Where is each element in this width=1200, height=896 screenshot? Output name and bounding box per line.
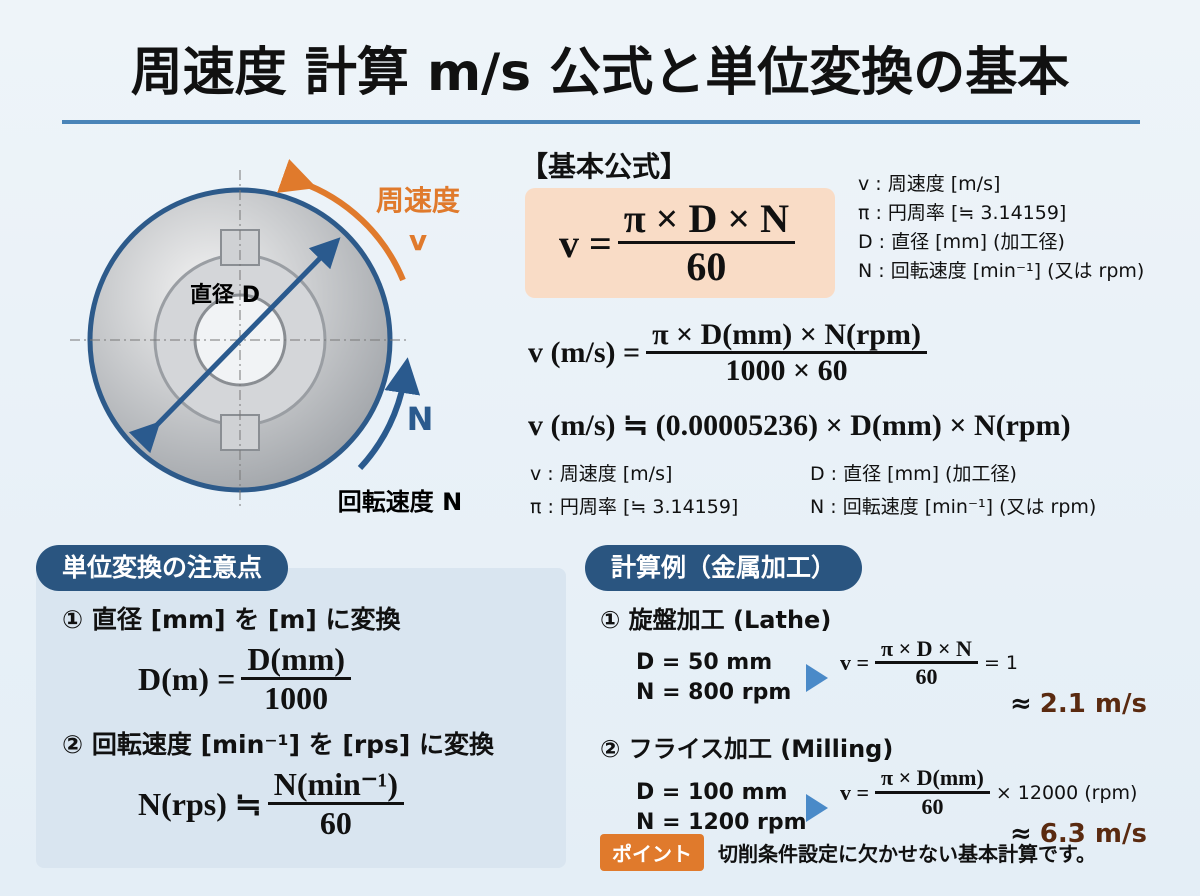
numerator: π × D(mm): [875, 766, 990, 794]
param: D = 50 mm: [636, 650, 773, 676]
result: 2.1 m/s: [1039, 689, 1147, 720]
numerator: π × D × N: [617, 196, 796, 244]
result-line: ≈6.3 m/s: [1010, 819, 1147, 849]
example-formula: v = π × D(mm) 60 × 12000 (rpm) ≈6.3 m/s: [840, 766, 1147, 849]
main-formula: v = π × D × N 60: [525, 188, 835, 298]
speed-symbol: v: [409, 224, 427, 257]
legend-item: π : 円周率 [≒ 3.14159]: [530, 496, 739, 518]
approx: ≈: [1010, 689, 1032, 720]
symbol-legend-2: v : 周速度 [m/s] D : 直径 [mm] (加工径) π : 円周率 [≒…: [530, 458, 1180, 524]
fraction: π × D × N 60: [875, 636, 978, 690]
numerator: π × D(mm) × N(rpm): [646, 318, 927, 354]
denominator: 60: [686, 243, 727, 289]
approx: ≈: [1010, 818, 1032, 849]
formula-line: v = π × D(mm) 60 × 12000 (rpm): [840, 766, 1147, 819]
formula-line: v = π × D × N 60 = 1: [840, 636, 1147, 690]
numerator: N(min⁻¹): [267, 766, 404, 806]
units-panel: [36, 568, 566, 868]
legend-item: N : 回転速度 [min⁻¹] (又は rpm): [858, 260, 1145, 282]
units-heading: 単位変換の注意点: [36, 545, 289, 591]
diameter-label: 直径 D: [190, 282, 260, 308]
example-row: D = 50 mm N = 800 rpm v = π × D × N 60 = 1 ≈2.…: [636, 636, 1190, 719]
legend-item: D : 直径 [mm] (加工径): [810, 463, 1017, 485]
legend-item: D : 直径 [mm] (加工径): [858, 231, 1065, 253]
denominator: 60: [915, 664, 938, 690]
example-formula: v = π × D × N 60 = 1 ≈2.1 m/s: [840, 636, 1147, 719]
arrow: [806, 793, 828, 822]
symbol-legend: v : 周速度 [m/s] π : 円周率 [≒ 3.14159] D : 直径 […: [858, 170, 1188, 286]
formula-lhs: N(rps) ≒: [138, 786, 262, 823]
approx-formula: v (m/s) ≒ (0.00005236) × D(mm) × N(rpm): [528, 409, 1071, 442]
mm-formula: v (m/s) = π × D(mm) × N(rpm) 1000 × 60: [528, 318, 933, 389]
formula-lhs: v =: [840, 779, 870, 805]
formula-lhs: v =: [840, 650, 870, 676]
param: N = 1200 rpm: [636, 809, 807, 835]
example-row: D = 100 mm N = 1200 rpm v = π × D(mm) 60 × 12…: [636, 766, 1190, 849]
formula-lhs: v (m/s) =: [528, 336, 641, 370]
title-rule: [62, 120, 1140, 124]
arrow: [806, 664, 828, 693]
formula-lhs: D(m) =: [138, 660, 236, 697]
legend-item: π : 円周率 [≒ 3.14159]: [858, 202, 1067, 224]
result-line: ≈2.1 m/s: [1010, 689, 1147, 719]
fraction: π × D(mm) 60: [875, 766, 990, 819]
example-title: ① 旋盤加工 (Lathe): [600, 606, 832, 634]
result: 6.3 m/s: [1039, 818, 1147, 849]
point-row: ポイント 切削条件設定に欠かせない基本計算です。: [600, 834, 1096, 871]
fraction: π × D(mm) × N(rpm) 1000 × 60: [646, 318, 927, 389]
formula-rhs: = 1: [983, 652, 1019, 675]
denominator: 1000 × 60: [725, 354, 848, 387]
denominator: 1000: [264, 680, 329, 717]
fraction: N(min⁻¹) 60: [267, 766, 404, 842]
denominator: 60: [921, 793, 944, 819]
point-text: 切削条件設定に欠かせない基本計算です。: [718, 842, 1096, 866]
formula-lhs: v =: [558, 220, 612, 266]
unit-formula: N(rps) ≒ N(min⁻¹) 60: [138, 766, 562, 842]
example-title: ② フライス加工 (Milling): [600, 735, 894, 764]
rotation-symbol: N: [407, 400, 434, 438]
legend-item: v : 周速度 [m/s]: [858, 173, 1001, 195]
title: 周速度 計算 m/s 公式と単位変換の基本: [130, 43, 1070, 103]
units-list: ① 直径 [mm] を [m] に変換 D(m) = D(mm) 1000 ② 回転速度…: [62, 600, 562, 850]
diameter-arrow: [128, 237, 341, 454]
legend-item: N : 回転速度 [min⁻¹] (又は rpm): [810, 496, 1097, 518]
unit-title: ① 直径 [mm] を [m] に変換: [62, 605, 401, 634]
wheel-diagram: 直径 D 周速度 v N 回転速度 N: [70, 158, 462, 516]
example-params: D = 100 mm N = 1200 rpm: [636, 778, 807, 838]
speed-arrow: [276, 158, 406, 282]
unit-formula: D(m) = D(mm) 1000: [138, 641, 562, 717]
denominator: 60: [319, 805, 352, 842]
speed-label: 周速度: [376, 184, 460, 217]
numerator: π × D × N: [875, 636, 978, 665]
examples-heading: 計算例（金属加工）: [585, 545, 863, 591]
formula-heading: 【基本公式】: [520, 150, 689, 183]
rotation-label: 回転速度 N: [338, 488, 462, 516]
param: N = 800 rpm: [636, 680, 792, 706]
fraction: D(mm) 1000: [241, 641, 352, 717]
param: D = 100 mm: [636, 779, 788, 805]
formula-rhs: × 12000 (rpm): [995, 781, 1138, 804]
point-badge: ポイント: [600, 834, 704, 871]
example-params: D = 50 mm N = 800 rpm: [636, 648, 806, 708]
rotation-arrow: [357, 357, 421, 471]
fraction: π × D × N 60: [617, 196, 796, 290]
unit-title: ② 回転速度 [min⁻¹] を [rps] に変換: [62, 729, 495, 759]
legend-item: v : 周速度 [m/s]: [530, 463, 673, 485]
examples-list: ① 旋盤加工 (Lathe) D = 50 mm N = 800 rpm v = π ×…: [600, 600, 1190, 859]
numerator: D(mm): [241, 641, 352, 681]
